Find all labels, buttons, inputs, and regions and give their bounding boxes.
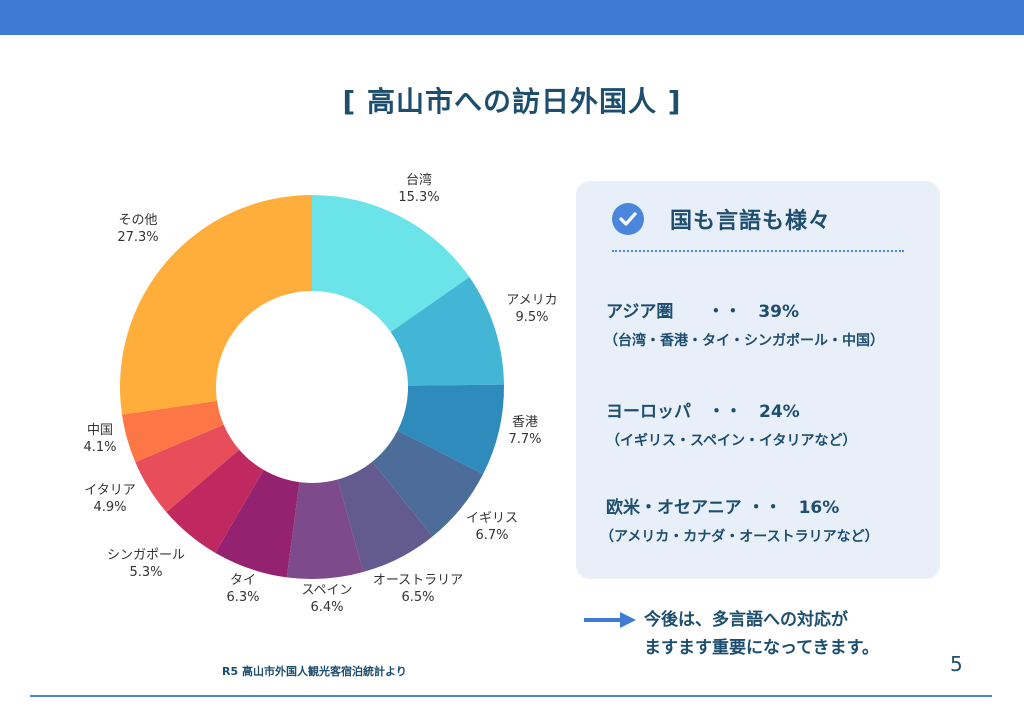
slice-label: 中国 4.1%	[83, 423, 117, 455]
info-card: 国も言語も様々 アジア圏 ・・ 39% （台湾・香港・タイ・シンガポール・中国）…	[576, 181, 940, 579]
region-europe: ヨーロッパ ・・ 24% （イギリス・スペイン・イタリアなど）	[606, 397, 856, 450]
donut-slice	[390, 277, 504, 386]
slice-label: イタリア 4.9%	[84, 483, 136, 515]
slice-label: その他 27.3%	[117, 213, 159, 245]
card-title: 国も言語も様々	[670, 209, 832, 234]
card-header: 国も言語も様々	[612, 203, 831, 235]
donut-slice	[337, 461, 433, 573]
region-europe-countries: （イギリス・スペイン・イタリアなど）	[606, 433, 857, 449]
dotted-divider	[612, 250, 904, 252]
slice-label: アメリカ 9.5%	[506, 293, 558, 325]
region-asia-share: アジア圏 ・・ 39%	[606, 302, 800, 322]
slice-label: スペイン 6.4%	[301, 583, 353, 615]
note-line-2: ますます重要になってきます。	[644, 638, 879, 658]
region-americas-oceania: 欧米・オセアニア ・・ 16% （アメリカ・カナダ・オーストラリアなど）	[600, 493, 879, 546]
note-line-1: 今後は、多言語への対応が	[644, 610, 848, 630]
page-number: 5	[950, 652, 963, 676]
arrow-right-icon	[584, 612, 636, 628]
donut-slice	[286, 479, 364, 580]
donut-slice	[119, 195, 312, 415]
donut-slice	[312, 195, 470, 333]
region-europe-share: ヨーロッパ ・・ 24%	[606, 402, 800, 422]
bottom-divider	[30, 695, 992, 697]
donut-slice	[166, 449, 264, 553]
donut-slice	[215, 469, 300, 578]
donut-slice	[122, 400, 224, 463]
donut-chart: 台湾 15.3% アメリカ 9.5% 香港 7.7% イギリス 6.7% オーストラリア 6.5%…	[83, 173, 558, 615]
region-americas-countries: （アメリカ・カナダ・オーストラリアなど）	[600, 529, 879, 545]
donut-svg	[119, 195, 504, 580]
region-asia: アジア圏 ・・ 39% （台湾・香港・タイ・シンガポール・中国）	[604, 297, 884, 350]
page-title: [ 高山市への訪日外国人 ]	[342, 85, 682, 118]
donut-slice	[397, 384, 504, 475]
slice-label: タイ 6.3%	[226, 573, 260, 605]
donut-slice	[372, 430, 484, 537]
slice-label: イギリス 6.7%	[465, 511, 519, 543]
slice-label: 香港 7.7%	[508, 415, 542, 447]
top-bar	[0, 0, 1024, 35]
conclusion-note: 今後は、多言語への対応が ますます重要になってきます。	[584, 606, 879, 662]
check-circle-icon	[612, 203, 644, 235]
donut-slice	[135, 424, 240, 513]
region-asia-countries: （台湾・香港・タイ・シンガポール・中国）	[604, 333, 884, 349]
region-americas-share: 欧米・オセアニア ・・ 16%	[606, 498, 840, 518]
slice-label: シンガポール 5.3%	[106, 548, 186, 580]
slice-label: 台湾 15.3%	[398, 173, 440, 205]
slice-label: オーストラリア 6.5%	[372, 573, 464, 605]
source-citation: R5 高山市外国人観光客宿泊統計より	[222, 665, 407, 678]
